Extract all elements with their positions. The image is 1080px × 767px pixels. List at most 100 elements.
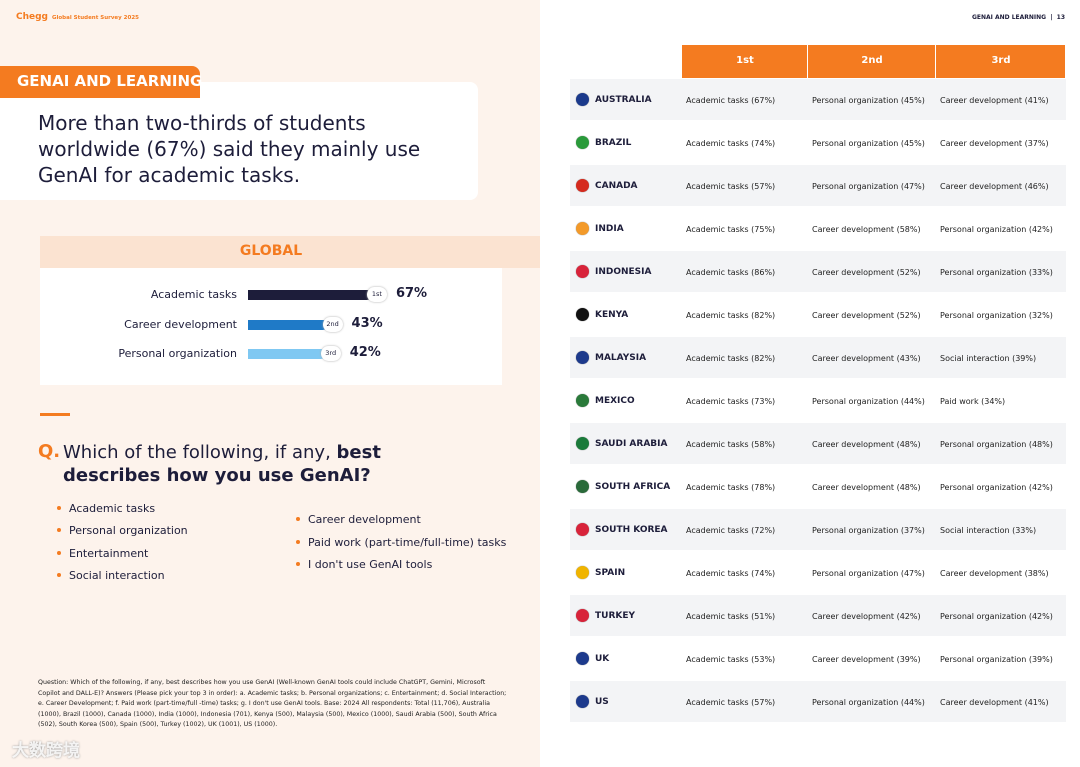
table-cell: Personal organization (42%) [940, 483, 1053, 492]
value-label: 67% [395, 286, 428, 301]
table-cell: Social interaction (39%) [940, 354, 1037, 363]
table-row [570, 294, 1066, 335]
page-number: 13 [1056, 14, 1065, 21]
flag [576, 566, 589, 579]
country: SOUTH KOREA [595, 525, 668, 535]
table-cell: Career development (52%) [812, 311, 921, 320]
flag [576, 480, 589, 493]
table-cell: Personal organization (37%) [812, 526, 925, 535]
bullet [296, 517, 300, 521]
rank-badge: 2nd [322, 316, 343, 332]
headline-box [0, 82, 478, 200]
country: UK [595, 654, 610, 664]
tag-box [0, 66, 200, 98]
bar-label: Academic tasks [150, 288, 237, 301]
table-cell: Academic tasks (58%) [686, 440, 776, 449]
table-row [570, 466, 1066, 507]
value-label: 42% [349, 345, 381, 360]
page-header: GENAI AND LEARNING | 13 [971, 14, 1065, 21]
table-cell: Personal organization (45%) [812, 96, 925, 105]
table-row [570, 337, 1066, 378]
flag [576, 652, 589, 665]
country: CANADA [595, 181, 638, 191]
flag [576, 695, 589, 708]
table-cell: Academic tasks (86%) [686, 268, 776, 277]
bar-label: Career development [124, 317, 237, 331]
column-header: 1st [736, 55, 754, 66]
footnote: Question: Which of the following, if any… [38, 679, 507, 728]
bullet [57, 528, 61, 533]
table-cell: Academic tasks (74%) [686, 139, 776, 148]
table-cell: Personal organization (42%) [940, 612, 1053, 621]
table-row [570, 509, 1066, 550]
report-name: Global Student Survey 2025 [52, 15, 139, 21]
section-tag: GENAI AND LEARNING [17, 72, 203, 90]
question-prefix: Q. [38, 441, 61, 462]
country: TURKEY [595, 611, 636, 621]
table-row [570, 165, 1066, 206]
bar-label: Personal organization [118, 347, 237, 360]
column-header-cell [682, 45, 807, 78]
table-cell: Personal organization (47%) [812, 569, 925, 578]
flag [576, 609, 589, 622]
table-row [570, 638, 1066, 679]
table-cell: Career development (48%) [812, 483, 921, 492]
table-cell: Academic tasks (72%) [686, 526, 776, 535]
table-cell: Career development (37%) [940, 139, 1049, 148]
country: SPAIN [595, 568, 626, 578]
flag [576, 394, 589, 407]
flag [576, 308, 589, 321]
table-row [570, 208, 1066, 249]
country: SAUDI ARABIA [595, 439, 668, 449]
table-row [570, 251, 1066, 292]
question: Which of the following, if any, best des… [63, 441, 463, 487]
table-cell: Career development (41%) [940, 96, 1049, 105]
table-cell: Academic tasks (82%) [686, 354, 776, 363]
table-cell: Academic tasks (57%) [686, 182, 776, 191]
question-text: Which of the following, if any, [63, 442, 331, 463]
bar [248, 290, 372, 300]
flag [576, 437, 589, 450]
table-cell: Career development (48%) [812, 440, 921, 449]
option: Personal organization [69, 524, 188, 538]
country: INDONESIA [595, 267, 652, 277]
flag [576, 523, 589, 536]
watermark: 大数跨境 [12, 741, 80, 761]
country: MEXICO [595, 396, 635, 406]
option: I don't use GenAI tools [308, 558, 433, 571]
table-cell: Personal organization (32%) [940, 311, 1053, 320]
country: KENYA [595, 310, 629, 320]
rank-badge: 1st [366, 287, 387, 302]
table-cell: Academic tasks (78%) [686, 483, 776, 492]
country: INDIA [595, 224, 624, 234]
table-row [570, 681, 1066, 722]
column-header: 3rd [991, 55, 1011, 66]
accent-line [40, 413, 70, 416]
table-cell: Academic tasks (67%) [686, 96, 776, 105]
option: Social interaction [69, 568, 165, 582]
section-name: GENAI AND LEARNING [971, 14, 1047, 21]
table-cell: Career development (39%) [812, 655, 921, 664]
table-cell: Academic tasks (73%) [686, 397, 776, 406]
flag [576, 93, 589, 106]
column-header: 2nd [861, 55, 883, 66]
table-cell: Personal organization (48%) [940, 440, 1053, 449]
bullet [57, 506, 61, 510]
column-header-cell [808, 45, 935, 78]
table-cell: Social interaction (33%) [940, 526, 1037, 535]
table-cell: Career development (46%) [940, 182, 1049, 191]
flag [576, 136, 589, 149]
flag [576, 179, 589, 192]
bar [248, 349, 326, 359]
table-cell: Academic tasks (82%) [686, 311, 776, 320]
bullet [57, 550, 61, 555]
table-row [570, 423, 1066, 464]
option: Entertainment [69, 546, 149, 560]
brand: Chegg [16, 12, 49, 22]
headline: More than two-thirds of students worldwi… [38, 111, 421, 187]
table-cell: Career development (41%) [940, 698, 1049, 707]
table-cell: Personal organization (42%) [940, 225, 1053, 234]
table-cell: Career development (58%) [812, 225, 921, 234]
table-cell: Personal organization (47%) [812, 182, 925, 191]
country: AUSTRALIA [595, 95, 652, 105]
